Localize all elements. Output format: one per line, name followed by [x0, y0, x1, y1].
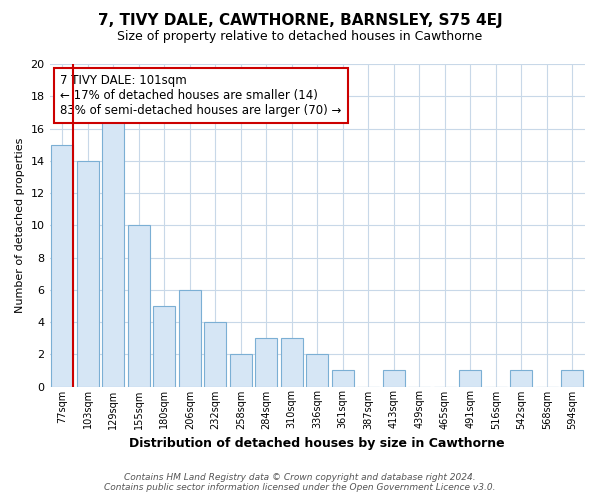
- Bar: [179, 290, 200, 386]
- Bar: [460, 370, 481, 386]
- Bar: [128, 226, 149, 386]
- Bar: [205, 322, 226, 386]
- Bar: [562, 370, 583, 386]
- Y-axis label: Number of detached properties: Number of detached properties: [15, 138, 25, 313]
- X-axis label: Distribution of detached houses by size in Cawthorne: Distribution of detached houses by size …: [130, 437, 505, 450]
- Bar: [154, 306, 175, 386]
- Bar: [103, 112, 124, 386]
- Bar: [281, 338, 302, 386]
- Text: Size of property relative to detached houses in Cawthorne: Size of property relative to detached ho…: [118, 30, 482, 43]
- Text: 7 TIVY DALE: 101sqm
← 17% of detached houses are smaller (14)
83% of semi-detach: 7 TIVY DALE: 101sqm ← 17% of detached ho…: [60, 74, 341, 116]
- Bar: [77, 161, 98, 386]
- Text: Contains HM Land Registry data © Crown copyright and database right 2024.
Contai: Contains HM Land Registry data © Crown c…: [104, 473, 496, 492]
- Bar: [52, 144, 73, 386]
- Bar: [383, 370, 404, 386]
- Bar: [332, 370, 353, 386]
- Bar: [230, 354, 251, 386]
- Bar: [256, 338, 277, 386]
- Text: 7, TIVY DALE, CAWTHORNE, BARNSLEY, S75 4EJ: 7, TIVY DALE, CAWTHORNE, BARNSLEY, S75 4…: [98, 12, 502, 28]
- Bar: [307, 354, 328, 386]
- Bar: [511, 370, 532, 386]
